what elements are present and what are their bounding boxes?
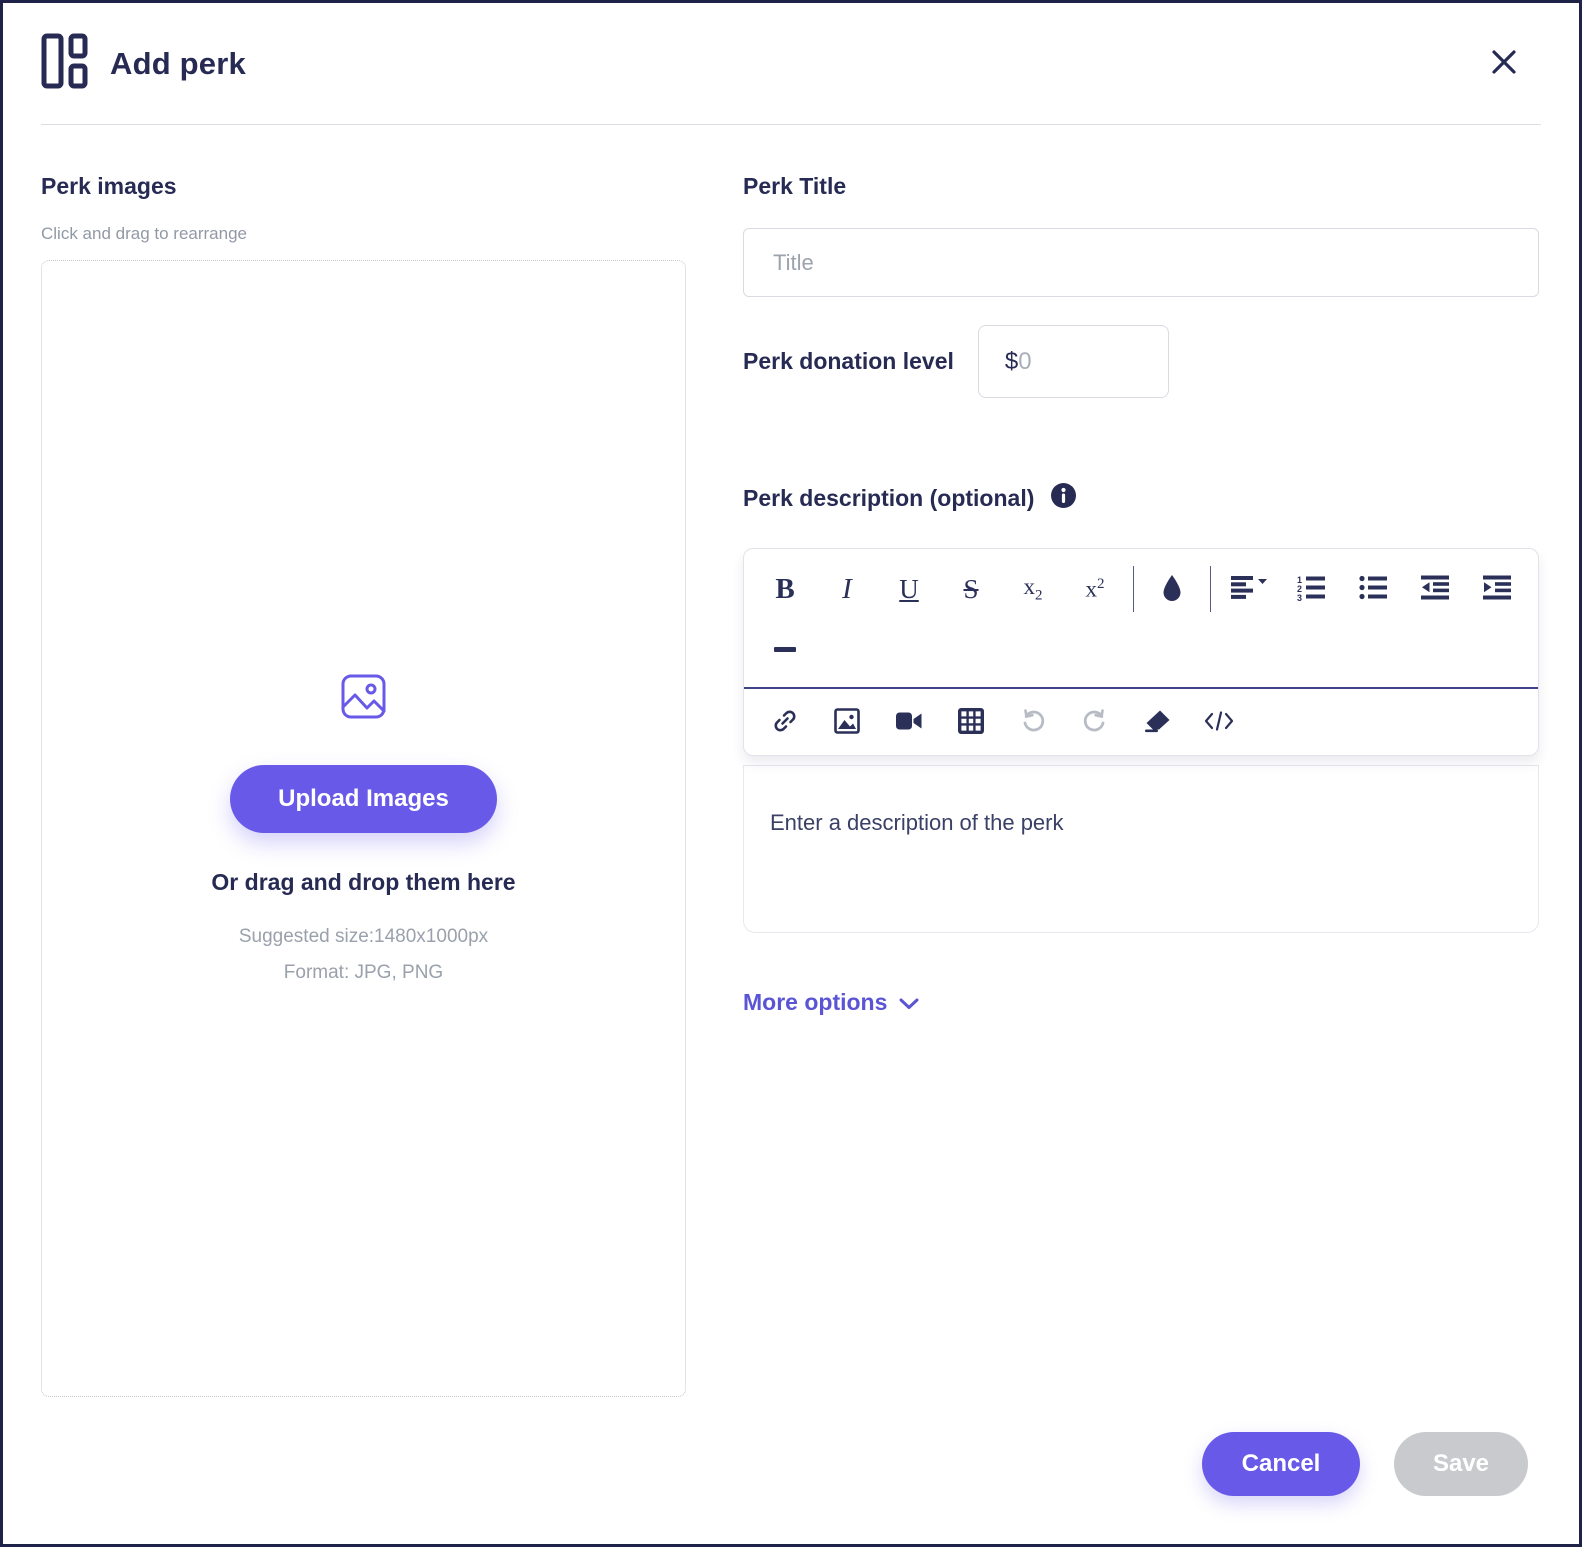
undo-icon bbox=[1020, 708, 1046, 737]
chevron-down-icon bbox=[899, 989, 919, 1016]
insert-image-button[interactable] bbox=[816, 697, 878, 747]
header-divider bbox=[41, 124, 1541, 125]
ordered-list-button[interactable]: 1 2 3 bbox=[1280, 563, 1342, 615]
image-dropzone[interactable]: Upload Images Or drag and drop them here… bbox=[41, 260, 686, 1397]
link-icon bbox=[772, 708, 798, 737]
perk-images-section: Perk images Click and drag to rearrange … bbox=[41, 173, 686, 1397]
horizontal-rule-icon bbox=[774, 646, 796, 652]
subscript-icon: x2 bbox=[1023, 573, 1043, 604]
undo-button[interactable] bbox=[1002, 697, 1064, 747]
perk-title-label: Perk Title bbox=[743, 173, 847, 199]
droplet-icon bbox=[1161, 574, 1183, 605]
modal-header: Add perk bbox=[3, 3, 1579, 94]
underline-button[interactable]: U bbox=[878, 563, 940, 615]
modal-body: Perk images Click and drag to rearrange … bbox=[3, 173, 1579, 1397]
italic-icon: I bbox=[842, 572, 852, 605]
toolbar-divider bbox=[1210, 566, 1211, 612]
bold-icon: B bbox=[775, 572, 795, 605]
outdent-icon bbox=[1421, 575, 1449, 603]
modal-title: Add perk bbox=[110, 45, 246, 81]
save-button[interactable]: Save bbox=[1394, 1432, 1528, 1496]
cancel-button[interactable]: Cancel bbox=[1202, 1432, 1360, 1496]
suggested-size-text: Suggested size:1480x1000px bbox=[238, 926, 489, 947]
strikethrough-icon: S bbox=[963, 573, 979, 604]
more-options-button[interactable]: More options bbox=[743, 989, 919, 1016]
editor-toolbar: B I U S x2 bbox=[743, 548, 1539, 756]
eraser-icon bbox=[1143, 709, 1171, 736]
svg-text:2: 2 bbox=[1297, 584, 1302, 594]
align-left-icon bbox=[1231, 575, 1267, 603]
drag-drop-text: Or drag and drop them here bbox=[211, 869, 516, 895]
align-button[interactable] bbox=[1218, 563, 1280, 615]
image-placeholder-icon bbox=[340, 673, 387, 725]
rearrange-hint: Click and drag to rearrange bbox=[41, 224, 248, 243]
toolbar-divider bbox=[1133, 566, 1134, 612]
svg-text:1: 1 bbox=[1297, 575, 1302, 585]
unordered-list-button[interactable] bbox=[1342, 563, 1404, 615]
ordered-list-icon: 1 2 3 bbox=[1297, 575, 1325, 604]
outdent-button[interactable] bbox=[1404, 563, 1466, 615]
unordered-list-icon bbox=[1359, 575, 1387, 603]
upload-images-button[interactable]: Upload Images bbox=[230, 765, 497, 833]
description-placeholder: Enter a description of the perk bbox=[770, 810, 1064, 835]
format-text: Format: JPG, PNG bbox=[283, 962, 444, 983]
insert-image-icon bbox=[834, 707, 860, 737]
italic-button[interactable]: I bbox=[816, 563, 878, 615]
description-label: Perk description (optional) bbox=[743, 484, 1035, 511]
code-icon bbox=[1204, 710, 1234, 735]
video-icon bbox=[895, 710, 923, 735]
code-view-button[interactable] bbox=[1188, 697, 1250, 747]
close-icon bbox=[1489, 47, 1519, 80]
indent-icon bbox=[1483, 575, 1511, 603]
modal-footer: Cancel Save bbox=[1202, 1432, 1528, 1496]
donation-input-group[interactable]: $ bbox=[977, 325, 1169, 398]
description-textarea[interactable]: Enter a description of the perk bbox=[743, 765, 1539, 933]
subscript-button[interactable]: x2 bbox=[1002, 563, 1064, 615]
indent-button[interactable] bbox=[1466, 563, 1528, 615]
superscript-button[interactable]: x2 bbox=[1064, 563, 1126, 615]
layout-icon bbox=[41, 33, 88, 94]
close-button[interactable] bbox=[1487, 47, 1521, 81]
donation-amount-input[interactable] bbox=[1018, 347, 1158, 376]
insert-link-button[interactable] bbox=[754, 697, 816, 747]
insert-table-button[interactable] bbox=[940, 697, 1002, 747]
description-editor: B I U S x2 bbox=[743, 548, 1539, 933]
underline-icon: U bbox=[899, 573, 919, 604]
redo-button[interactable] bbox=[1064, 697, 1126, 747]
superscript-icon: x2 bbox=[1085, 575, 1105, 602]
bold-button[interactable]: B bbox=[754, 563, 816, 615]
text-color-button[interactable] bbox=[1141, 563, 1203, 615]
donation-level-label: Perk donation level bbox=[743, 348, 954, 374]
perk-images-label: Perk images bbox=[41, 173, 177, 199]
insert-video-button[interactable] bbox=[878, 697, 940, 747]
table-icon bbox=[958, 707, 985, 737]
svg-text:3: 3 bbox=[1297, 593, 1302, 601]
perk-title-input[interactable] bbox=[743, 228, 1539, 297]
info-icon[interactable] bbox=[1050, 482, 1077, 514]
redo-icon bbox=[1082, 708, 1108, 737]
currency-prefix: $ bbox=[1004, 347, 1019, 375]
clear-formatting-button[interactable] bbox=[1126, 697, 1188, 747]
horizontal-rule-button[interactable] bbox=[754, 623, 816, 675]
perk-details-section: Perk Title Perk donation level $ Perk de… bbox=[743, 173, 1539, 1397]
strikethrough-button[interactable]: S bbox=[940, 563, 1002, 615]
toolbar-separator-line bbox=[744, 687, 1538, 689]
